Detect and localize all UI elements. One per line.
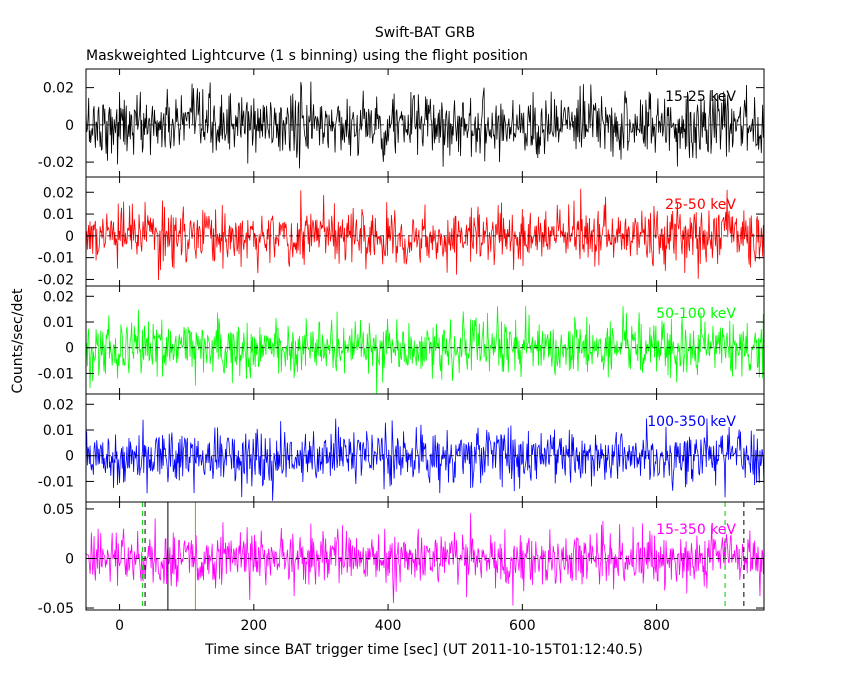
y-tick-label: 0.05	[43, 502, 74, 518]
figure-title: Swift-BAT GRB	[375, 25, 475, 41]
y-tick-label: -0.01	[38, 366, 74, 382]
y-tick-label: 0.02	[43, 185, 74, 201]
panel-5: -0.05 0 0.05 0 200 400 600 800 15-350 keV	[38, 501, 765, 634]
x-tick-label: 0	[115, 618, 124, 634]
y-tick-label: -0.01	[38, 251, 74, 267]
y-tick-label: -0.01	[38, 474, 74, 490]
panel-frame	[85, 501, 765, 611]
y-tick-label: 0.02	[43, 289, 74, 305]
y-tick-label: 0.01	[43, 207, 74, 223]
x-tick-label: 600	[509, 618, 536, 634]
panels-group: -0.02 0 0.02 15-25 keV -0.02 -0.01 0 0.01 0.02 25…	[38, 68, 765, 634]
lightcurve-series	[86, 513, 764, 606]
y-tick-label: -0.05	[38, 601, 74, 617]
figure-subtitle: Maskweighted Lightcurve (1 s binning) us…	[86, 48, 528, 64]
y-tick-label: 0	[65, 118, 74, 134]
y-tick-label: -0.02	[38, 155, 74, 171]
lightcurve-series	[86, 188, 764, 281]
energy-band-label: 15-350 keV	[656, 522, 736, 538]
panel-1: -0.02 0 0.02 15-25 keV	[38, 68, 765, 178]
energy-band-label: 25-50 keV	[665, 197, 736, 213]
y-tick-label: 0.01	[43, 315, 74, 331]
y-tick-label: 0.02	[43, 397, 74, 413]
x-tick-label: 800	[643, 618, 670, 634]
x-tick-label: 400	[375, 618, 402, 634]
y-tick-label: -0.02	[38, 272, 74, 288]
y-axis-label: Counts/sec/det	[10, 288, 26, 393]
lightcurve-series	[86, 418, 764, 501]
energy-band-label: 100-350 keV	[647, 414, 736, 430]
y-tick-label: 0.02	[43, 81, 74, 97]
x-tick-label: 200	[240, 618, 267, 634]
lightcurve-series	[86, 81, 764, 169]
x-axis-label: Time since BAT trigger time [sec] (UT 20…	[204, 642, 643, 658]
energy-band-label: 15-25 keV	[665, 89, 736, 105]
y-tick-label: 0	[65, 229, 74, 245]
y-tick-label: 0	[65, 341, 74, 357]
energy-band-label: 50-100 keV	[656, 306, 736, 322]
y-tick-label: 0.01	[43, 423, 74, 439]
panel-3: -0.01 0 0.01 0.02 50-100 keV	[38, 285, 765, 395]
y-tick-label: 0	[65, 551, 74, 567]
y-tick-label: 0	[65, 449, 74, 465]
